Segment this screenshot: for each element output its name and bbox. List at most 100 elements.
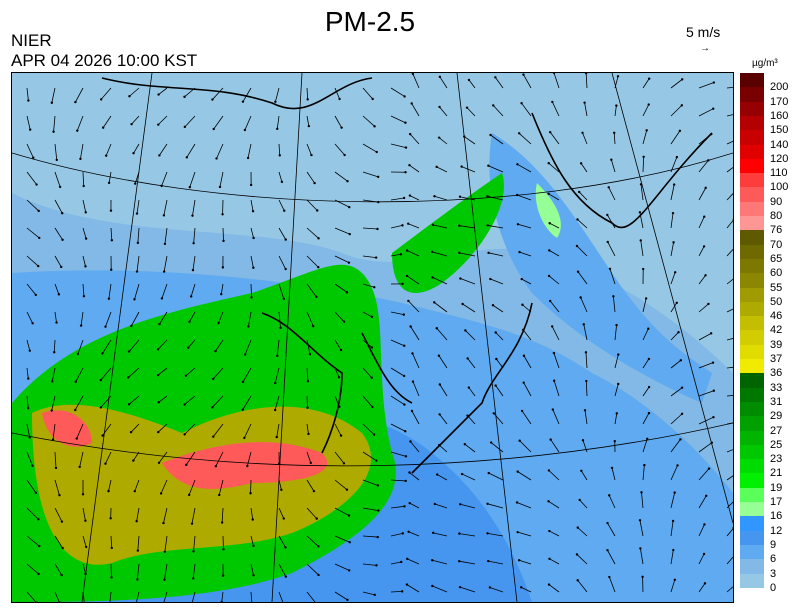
wind-arrow	[521, 278, 532, 285]
wind-arrowhead	[467, 78, 471, 82]
wind-arrow	[459, 196, 476, 201]
wind-arrowhead	[681, 78, 684, 81]
wind-arrow	[274, 87, 280, 102]
wind-arrowhead	[516, 530, 519, 534]
wind-arrowhead	[516, 223, 520, 226]
wind-arrowhead	[404, 171, 407, 174]
wind-arrow	[698, 187, 707, 201]
wind-arrow	[614, 383, 619, 397]
colorbar-bin	[740, 430, 764, 446]
wind-arrow	[184, 115, 196, 128]
wind-arrow	[698, 275, 706, 285]
wind-arrow	[495, 385, 504, 397]
wind-arrow	[412, 73, 420, 89]
wind-arrowhead	[377, 509, 380, 512]
wind-arrowhead	[433, 195, 436, 198]
wind-arrow	[26, 87, 29, 101]
colorbar-label: 65	[770, 252, 783, 265]
wind-arrowhead	[404, 121, 407, 124]
wind-arrow	[75, 367, 84, 383]
wind-arrow	[190, 283, 196, 297]
wind-arrowhead	[575, 553, 579, 556]
wind-arrowhead	[402, 196, 406, 200]
wind-arrowhead	[712, 107, 715, 110]
wind-arrow	[157, 339, 168, 350]
wind-arrowhead	[733, 191, 734, 193]
wind-arrowhead	[581, 131, 584, 134]
wind-arrowhead	[399, 253, 403, 256]
wind-arrow	[131, 115, 140, 125]
wind-arrowhead	[515, 501, 519, 504]
wind-arrowhead	[547, 469, 551, 472]
wind-arrowhead	[376, 535, 379, 539]
wind-arrow	[409, 133, 420, 145]
wind-arrow	[306, 479, 315, 492]
wind-arrow	[137, 535, 140, 551]
wind-arrow	[614, 76, 619, 89]
wind-arrowhead	[282, 517, 285, 520]
wind-arrowhead	[411, 380, 415, 383]
colorbar-bin	[740, 201, 764, 217]
wind-arrowhead	[60, 265, 63, 269]
colorbar-bin	[740, 244, 764, 260]
wind-arrow	[439, 76, 448, 89]
wind-arrowhead	[458, 224, 461, 227]
wind-arrowhead	[249, 183, 253, 187]
wind-arrowhead	[218, 185, 222, 189]
wind-arrow	[698, 362, 714, 369]
wind-arrowhead	[317, 266, 320, 269]
wind-arrowhead	[409, 325, 412, 328]
wind-arrow	[278, 535, 286, 548]
colorbar-label: 19	[770, 481, 783, 494]
wind-arrowhead	[515, 193, 519, 197]
colorbar-label: 90	[770, 195, 783, 208]
wind-arrowhead	[372, 433, 376, 436]
wind-arrow	[187, 339, 196, 348]
colorbar-bin	[740, 559, 764, 574]
wind-arrow	[642, 298, 647, 313]
wind-arrow	[487, 225, 504, 229]
wind-arrow	[306, 507, 318, 519]
wind-arrow	[26, 339, 31, 351]
wind-arrowhead	[157, 461, 161, 464]
wind-arrowhead	[405, 583, 409, 586]
wind-arrow	[519, 440, 532, 453]
wind-arrow	[439, 414, 448, 425]
wind-arrow	[26, 395, 29, 409]
wind-arrow	[100, 395, 112, 408]
wind-arrow	[410, 441, 420, 453]
colorbar-label: 60	[770, 267, 783, 280]
wind-arrow	[184, 423, 196, 435]
wind-arrowhead	[547, 500, 550, 503]
wind-arrow	[218, 479, 224, 496]
wind-arrow	[461, 473, 476, 481]
wind-arrowhead	[712, 81, 716, 84]
wind-arrow	[26, 479, 37, 494]
wind-arrow	[53, 115, 56, 132]
wind-arrowhead	[437, 136, 441, 139]
high-concentration-zones	[32, 404, 372, 565]
wind-arrowhead	[27, 99, 30, 102]
wind-arrow	[274, 367, 280, 384]
wind-arrowhead	[221, 574, 225, 577]
wind-arrowhead	[461, 302, 464, 306]
wind-arrow	[334, 339, 342, 351]
wind-arrowhead	[32, 156, 35, 159]
wind-arrow	[77, 339, 84, 355]
wind-arrowhead	[612, 295, 615, 298]
wind-arrowhead	[463, 443, 467, 446]
wind-arrowhead	[431, 250, 434, 254]
colorbar-label: 140	[770, 138, 789, 151]
wind-arrowhead	[284, 267, 287, 271]
wind-arrow	[157, 423, 168, 433]
wind-arrowhead	[157, 93, 160, 96]
wind-arrow	[642, 412, 650, 425]
wind-arrowhead	[211, 406, 214, 409]
wind-arrowhead	[84, 572, 87, 576]
wind-arrowhead	[492, 412, 495, 415]
wind-arrowhead	[188, 320, 191, 324]
wind-arrowhead	[647, 327, 650, 330]
wind-arrow	[362, 591, 375, 596]
wind-arrow	[250, 283, 252, 298]
wind-arrow	[220, 283, 224, 295]
